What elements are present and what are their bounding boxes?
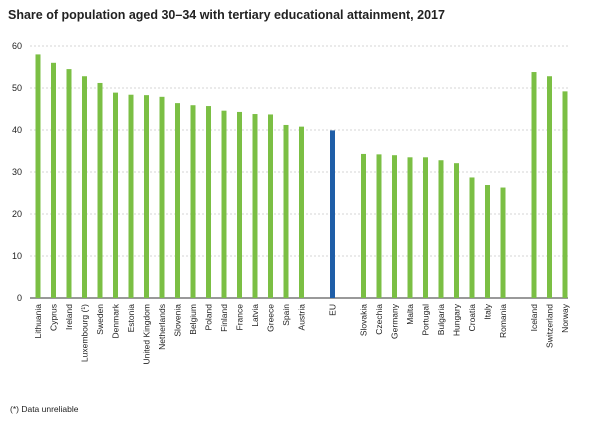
category-label: Hungary bbox=[452, 303, 462, 336]
category-label: Czechia bbox=[374, 304, 384, 335]
category-label: Netherlands bbox=[157, 304, 167, 350]
bar-denmark bbox=[113, 92, 118, 299]
category-label: Estonia bbox=[126, 304, 136, 333]
bar-poland bbox=[206, 106, 211, 298]
category-label: Germany bbox=[390, 303, 400, 339]
y-tick-label: 20 bbox=[12, 209, 22, 219]
bar-netherlands bbox=[159, 96, 165, 298]
category-label: Luxembourg (¹) bbox=[80, 304, 90, 362]
bar-romania bbox=[500, 187, 506, 298]
category-label: Romania bbox=[498, 304, 508, 338]
bar-eu bbox=[330, 130, 335, 298]
bar-germany bbox=[392, 155, 397, 298]
category-label: Sweden bbox=[95, 304, 105, 335]
y-tick-label: 60 bbox=[12, 41, 22, 51]
category-label: EU bbox=[328, 304, 338, 316]
bar-estonia bbox=[128, 94, 134, 298]
footnote: (*) Data unreliable bbox=[10, 404, 79, 414]
bar-chart: 0 10 20 30 40 50 60 Lithuania Cyprus Ireland Luxe… bbox=[12, 41, 570, 364]
bar-czechia bbox=[376, 154, 382, 298]
bar-finland bbox=[221, 110, 227, 299]
category-label: Italy bbox=[483, 303, 493, 319]
category-label: Belgium bbox=[188, 304, 198, 335]
bar-malta bbox=[407, 157, 413, 298]
bars bbox=[35, 54, 568, 299]
category-label: France bbox=[235, 304, 245, 331]
category-labels: Lithuania Cyprus Ireland Luxembourg (¹) Swed… bbox=[33, 303, 570, 364]
category-label: United Kingdom bbox=[142, 304, 152, 364]
category-label: Ireland bbox=[64, 304, 74, 330]
category-label: Malta bbox=[405, 304, 415, 325]
bar-france bbox=[237, 111, 242, 298]
category-label: Lithuania bbox=[33, 304, 43, 339]
bar-lithuania bbox=[35, 54, 41, 299]
chart-title: Share of population aged 30–34 with tert… bbox=[8, 8, 445, 22]
category-label: Portugal bbox=[421, 304, 431, 336]
bar-belgium bbox=[190, 105, 196, 298]
category-label: Denmark bbox=[111, 303, 121, 338]
bar-luxembourg bbox=[82, 76, 87, 299]
bar-portugal bbox=[423, 157, 428, 298]
category-label: Greece bbox=[266, 304, 276, 332]
bar-austria bbox=[299, 126, 304, 298]
category-label: Slovakia bbox=[359, 304, 369, 336]
bar-united-kingdom bbox=[144, 95, 149, 298]
bar-croatia bbox=[469, 177, 475, 298]
y-tick-label: 50 bbox=[12, 83, 22, 93]
bar-spain bbox=[283, 124, 289, 299]
y-tick-label: 10 bbox=[12, 251, 22, 261]
bar-ireland bbox=[66, 69, 72, 298]
y-tick-label: 0 bbox=[17, 293, 22, 303]
y-axis: 0 10 20 30 40 50 60 bbox=[12, 41, 22, 303]
bar-slovenia bbox=[175, 103, 180, 299]
bar-slovakia bbox=[361, 153, 366, 298]
category-label: Latvia bbox=[250, 304, 260, 327]
bar-hungary bbox=[454, 163, 459, 298]
category-label: Switzerland bbox=[545, 304, 555, 348]
bar-switzerland bbox=[547, 76, 552, 299]
category-label: Finland bbox=[219, 304, 229, 332]
y-tick-label: 40 bbox=[12, 125, 22, 135]
category-label: Norway bbox=[560, 303, 570, 333]
y-tick-label: 30 bbox=[12, 167, 22, 177]
category-label: Spain bbox=[281, 304, 291, 326]
category-label: Slovenia bbox=[173, 304, 183, 337]
bar-sweden bbox=[97, 82, 103, 299]
bar-norway bbox=[562, 91, 568, 298]
category-label: Iceland bbox=[529, 304, 539, 332]
bar-cyprus bbox=[51, 62, 56, 298]
bar-greece bbox=[268, 114, 273, 299]
category-label: Bulgaria bbox=[436, 304, 446, 335]
bar-iceland bbox=[531, 72, 537, 298]
category-label: Poland bbox=[204, 304, 214, 331]
category-label: Austria bbox=[297, 304, 307, 331]
bar-latvia bbox=[252, 114, 258, 298]
bar-bulgaria bbox=[438, 160, 444, 298]
category-label: Cyprus bbox=[49, 304, 59, 331]
category-label: Croatia bbox=[467, 304, 477, 332]
bar-italy bbox=[485, 185, 490, 298]
